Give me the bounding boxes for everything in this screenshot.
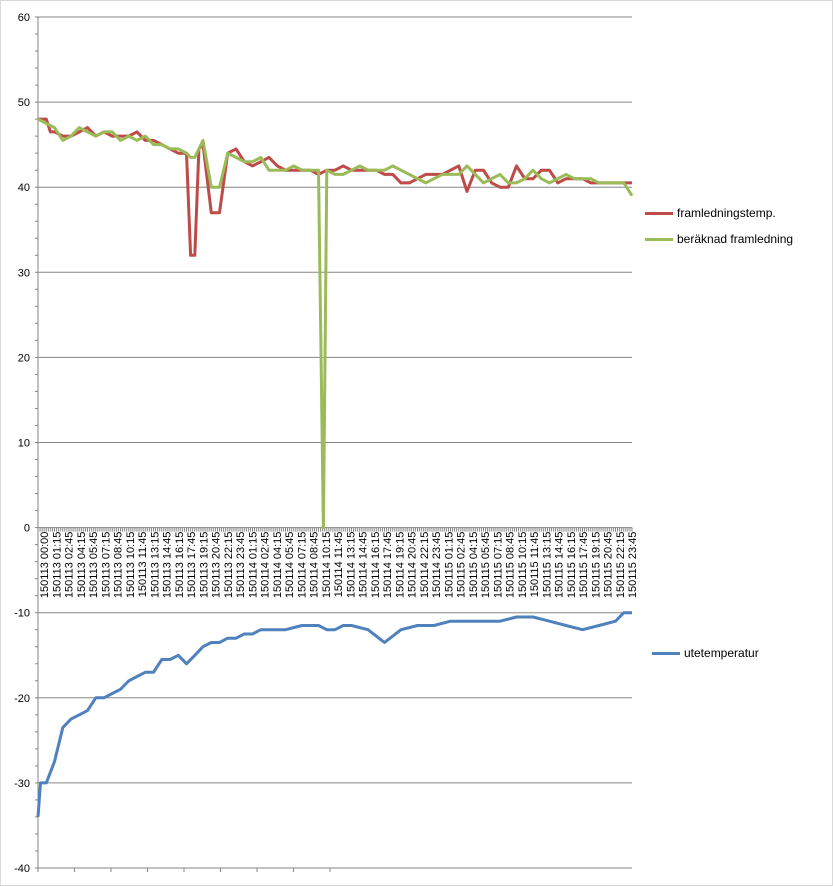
x-tick-label: 150115 08:45 [505, 532, 517, 598]
series-line-2 [36, 611, 632, 818]
x-tick-label: 150113 14:45 [162, 532, 174, 598]
x-tick-label: 150114 23:45 [431, 532, 443, 598]
x-axis-tick-labels: 150113 00:00 150113 01:15 150113 02:45 1501… [39, 532, 639, 598]
x-tick-label: 150114 13:15 [345, 532, 357, 598]
x-tick-label: 150113 10:15 [125, 532, 137, 598]
x-tick-label: 150113 04:15 [76, 532, 88, 598]
x-tick-label: 150113 19:15 [198, 532, 210, 598]
x-tick-label: 150115 19:15 [590, 532, 602, 598]
x-tick-label: 150114 17:45 [382, 532, 394, 598]
x-tick-label: 150115 01:15 [443, 532, 455, 598]
axes [35, 16, 633, 872]
y-tick-label: 10 [18, 438, 30, 450]
y-tick-label: 20 [18, 352, 30, 364]
x-tick-label: 150114 01:15 [247, 532, 259, 598]
series-lines [36, 117, 634, 818]
x-tick-label: 150115 20:45 [603, 532, 615, 598]
x-tick-label: 150115 04:15 [468, 532, 480, 598]
x-tick-label: 150115 11:45 [529, 532, 541, 598]
x-tick-label: 150113 02:45 [64, 532, 76, 598]
x-tick-label: 150115 07:15 [492, 532, 504, 598]
y-tick-label: 50 [18, 97, 30, 109]
x-tick-label: 150113 05:45 [88, 532, 100, 598]
y-tick-label: -30 [14, 778, 30, 790]
y-tick-label: 60 [18, 12, 30, 24]
x-tick-label: 150115 14:45 [554, 532, 566, 598]
legend-swatch-red [645, 212, 673, 216]
legend-item-utetemperatur: utetemperatur [652, 640, 759, 666]
y-tick-label: 40 [18, 182, 30, 194]
x-tick-label: 150115 05:45 [480, 532, 492, 598]
x-tick-label: 150113 08:45 [113, 532, 125, 598]
x-tick-label: 150114 08:45 [309, 532, 321, 598]
legend-bottom: utetemperatur [652, 640, 759, 666]
x-tick-label: 150113 01:15 [51, 532, 63, 598]
x-tick-label: 150113 00:00 [39, 532, 51, 598]
x-tick-label: 150114 11:45 [333, 532, 345, 598]
y-tick-label: -20 [14, 693, 30, 705]
x-tick-label: 150114 10:15 [321, 532, 333, 598]
x-tick-label: 150114 02:45 [260, 532, 272, 598]
series-line-1 [37, 117, 634, 530]
x-tick-label: 150113 22:15 [223, 532, 235, 598]
x-tick-label: 150114 20:45 [407, 532, 419, 598]
legend-item-framledningstemp: framledningstemp. [645, 200, 793, 226]
x-tick-label: 150114 07:15 [296, 532, 308, 598]
y-axis-tick-labels: 60 50 40 30 20 10 0 -10 -20 -30 -40 [14, 12, 30, 875]
x-tick-label: 150114 04:15 [272, 532, 284, 598]
x-tick-label: 150114 05:45 [284, 532, 296, 598]
x-tick-label: 150113 23:45 [235, 532, 247, 598]
x-tick-label: 150115 22:15 [615, 532, 627, 598]
x-tick-label: 150115 02:45 [456, 532, 468, 598]
x-tick-label: 150115 13:15 [541, 532, 553, 598]
x-tick-label: 150114 14:45 [358, 532, 370, 598]
legend-item-beraknad-framledning: beräknad framledning [645, 226, 793, 252]
legend-label: utetemperatur [684, 646, 759, 660]
x-tick-label: 150114 16:15 [370, 532, 382, 598]
x-tick-label: 150114 19:15 [394, 532, 406, 598]
x-tick-label: 150113 11:45 [137, 532, 149, 598]
x-tick-label: 150114 22:15 [419, 532, 431, 598]
x-tick-label: 150113 20:45 [211, 532, 223, 598]
y-tick-label: -40 [14, 863, 30, 875]
x-tick-label: 150115 23:45 [627, 532, 639, 598]
y-tick-label: 0 [24, 523, 30, 535]
x-tick-label: 150113 17:45 [186, 532, 198, 598]
x-tick-label: 150115 17:45 [578, 532, 590, 598]
y-tick-label: -10 [14, 608, 30, 620]
x-tick-label: 150113 13:15 [149, 532, 161, 598]
x-tick-label: 150115 16:15 [566, 532, 578, 598]
legend-label: framledningstemp. [677, 206, 776, 220]
legend-label: beräknad framledning [677, 232, 794, 246]
x-tick-label: 150113 07:15 [100, 532, 112, 598]
x-tick-label: 150115 10:15 [517, 532, 529, 598]
x-tick-label: 150113 16:15 [174, 532, 186, 598]
legend-swatch-blue [652, 652, 680, 656]
legend-top: framledningstemp. beräknad framledning [645, 200, 793, 252]
y-tick-label: 30 [18, 267, 30, 279]
legend-swatch-green [645, 238, 673, 242]
